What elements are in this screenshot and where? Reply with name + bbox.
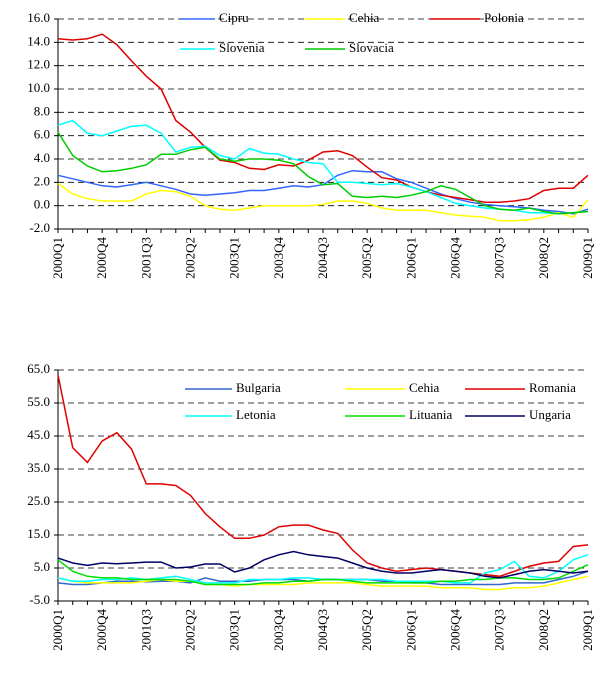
- legend-label: Bulgaria: [236, 380, 281, 395]
- x-tick-label-group: 2006Q4: [447, 609, 462, 651]
- x-tick-label-group: 2003Q1: [227, 237, 242, 279]
- y-tick-label: 5.0: [34, 559, 50, 574]
- x-tick-label: 2007Q3: [492, 237, 507, 279]
- x-tick-label: 2000Q4: [94, 609, 109, 651]
- x-tick-label: 2000Q4: [94, 237, 109, 279]
- x-tick-label-group: 2005Q2: [359, 609, 374, 651]
- y-tick-label: 14.0: [27, 33, 50, 48]
- y-tick-label: 16.0: [27, 10, 50, 25]
- x-tick-label-group: 2007Q3: [492, 609, 507, 651]
- legend-label: Romania: [529, 380, 576, 395]
- series-line: [57, 554, 589, 584]
- x-tick-label: 2009Q1: [580, 237, 595, 279]
- legend-label: Polonia: [484, 10, 524, 25]
- x-tick-label-group: 2009Q1: [580, 609, 595, 651]
- x-tick-label-group: 2000Q4: [94, 609, 109, 651]
- y-tick-label: -2.0: [29, 220, 50, 235]
- x-tick-label: 2008Q2: [536, 609, 551, 651]
- x-tick-label-group: 2006Q4: [447, 237, 462, 279]
- legend-label: Lituania: [409, 407, 453, 422]
- x-tick-label-group: 2003Q4: [271, 609, 286, 651]
- x-tick-label-group: 2002Q2: [182, 609, 197, 651]
- series-line: [57, 33, 589, 203]
- y-tick-label: -5.0: [29, 592, 50, 607]
- legend-label: Cehia: [409, 380, 440, 395]
- x-tick-label: 2003Q4: [271, 609, 286, 651]
- legend-label: Slovacia: [349, 40, 394, 55]
- x-tick-label-group: 2006Q1: [403, 609, 418, 651]
- y-tick-label: 8.0: [34, 103, 50, 118]
- x-tick-label-group: 2004Q3: [315, 237, 330, 279]
- y-tick-label: 0.0: [34, 197, 50, 212]
- x-tick-label: 2004Q3: [315, 609, 330, 651]
- y-tick-label: 65.0: [27, 361, 50, 376]
- x-tick-label: 2003Q1: [227, 237, 242, 279]
- series-line: [57, 182, 589, 222]
- x-tick-label: 2006Q4: [447, 237, 462, 279]
- y-tick-label: 10.0: [27, 80, 50, 95]
- x-tick-label-group: 2005Q2: [359, 237, 374, 279]
- x-tick-label-group: 2008Q2: [536, 609, 551, 651]
- x-tick-label: 2003Q1: [227, 609, 242, 651]
- x-tick-label-group: 2000Q4: [94, 237, 109, 279]
- series-line: [57, 169, 589, 215]
- y-tick-label: 4.0: [34, 150, 50, 165]
- x-tick-label-group: 2002Q2: [182, 237, 197, 279]
- y-tick-label: 12.0: [27, 57, 50, 72]
- x-tick-label: 2009Q1: [580, 609, 595, 651]
- x-tick-label-group: 2003Q1: [227, 609, 242, 651]
- x-tick-label-group: 2000Q1: [50, 237, 65, 279]
- x-tick-label-group: 2003Q4: [271, 237, 286, 279]
- x-tick-label: 2005Q2: [359, 237, 374, 279]
- x-tick-label: 2006Q1: [403, 609, 418, 651]
- legend-label: Cehia: [349, 10, 380, 25]
- x-tick-label-group: 2009Q1: [580, 237, 595, 279]
- y-tick-label: 55.0: [27, 394, 50, 409]
- legend-label: Ungaria: [529, 407, 571, 422]
- y-tick-label: 2.0: [34, 173, 50, 188]
- x-tick-label: 2002Q2: [182, 237, 197, 279]
- y-tick-label: 15.0: [27, 526, 50, 541]
- x-tick-label: 2001Q3: [138, 237, 153, 279]
- x-tick-label-group: 2004Q3: [315, 609, 330, 651]
- x-tick-label-group: 2007Q3: [492, 237, 507, 279]
- x-tick-label: 2006Q4: [447, 609, 462, 651]
- legend-label: Slovenia: [219, 40, 265, 55]
- x-tick-label: 2002Q2: [182, 609, 197, 651]
- x-tick-label: 2000Q1: [50, 237, 65, 279]
- x-tick-label-group: 2008Q2: [536, 237, 551, 279]
- x-tick-label: 2007Q3: [492, 609, 507, 651]
- series-line: [57, 550, 589, 579]
- y-tick-label: 6.0: [34, 127, 50, 142]
- series-line: [57, 374, 589, 578]
- x-tick-label: 2000Q1: [50, 609, 65, 651]
- x-tick-label: 2001Q3: [138, 609, 153, 651]
- x-tick-label: 2005Q2: [359, 609, 374, 651]
- x-tick-label-group: 2006Q1: [403, 237, 418, 279]
- x-tick-label-group: 2000Q1: [50, 609, 65, 651]
- x-tick-label-group: 2001Q3: [138, 609, 153, 651]
- y-tick-label: 25.0: [27, 493, 50, 508]
- legend-label: Cipru: [219, 10, 249, 25]
- x-tick-label: 2006Q1: [403, 237, 418, 279]
- x-tick-label: 2004Q3: [315, 237, 330, 279]
- x-tick-label: 2008Q2: [536, 237, 551, 279]
- legend-label: Letonia: [236, 407, 276, 422]
- series-line: [57, 131, 589, 215]
- x-tick-label-group: 2001Q3: [138, 237, 153, 279]
- series-line: [57, 575, 589, 591]
- y-tick-label: 35.0: [27, 460, 50, 475]
- y-tick-label: 45.0: [27, 427, 50, 442]
- x-tick-label: 2003Q4: [271, 237, 286, 279]
